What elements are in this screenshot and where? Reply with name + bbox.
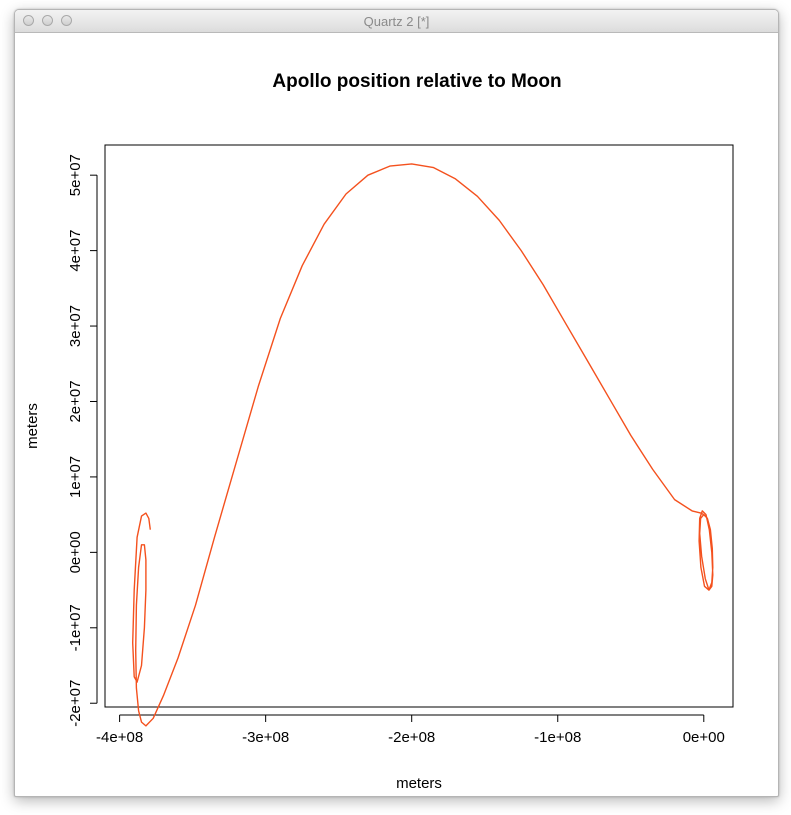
x-axis: -4e+08 -3e+08 -2e+08 -1e+08 0e+00 — [96, 714, 725, 746]
y-tick-label: 4e+07 — [67, 230, 84, 272]
x-tick-label: -4e+08 — [96, 729, 143, 746]
x-tick-label: -1e+08 — [534, 729, 581, 746]
y-tick-label: 1e+07 — [67, 456, 84, 498]
window-title: Quartz 2 [*] — [363, 14, 430, 29]
zoom-window-button[interactable] — [61, 15, 72, 26]
x-axis-label: meters — [396, 775, 442, 792]
window-controls — [23, 15, 72, 26]
close-window-button[interactable] — [23, 15, 34, 26]
x-tick-label: -2e+08 — [388, 729, 435, 746]
trajectory-chart: Apollo position relative to Moon -4e+08-… — [24, 71, 734, 792]
x-tick-label: 0e+00 — [683, 729, 725, 746]
y-tick-label: 5e+07 — [67, 154, 84, 196]
trajectory-line — [132, 163, 714, 727]
y-axis: -2e+07 -1e+07 0e+00 1e+07 2e+07 3e+07 4e+07 5e+… — [67, 154, 98, 727]
y-tick-label: -1e+07 — [67, 604, 84, 651]
window-titlebar[interactable]: Quartz 2 [*] — [15, 10, 778, 33]
plot-frame — [104, 144, 734, 708]
y-tick-label: 3e+07 — [67, 305, 84, 347]
x-tick-label: -3e+08 — [242, 729, 289, 746]
y-tick-label: -2e+07 — [67, 680, 84, 727]
app-window: Quartz 2 [*] Apollo position relative to… — [14, 9, 779, 797]
series-layer — [132, 163, 714, 727]
chart-title: Apollo position relative to Moon — [272, 71, 561, 92]
minimize-window-button[interactable] — [42, 15, 53, 26]
y-tick-label: 2e+07 — [67, 380, 84, 422]
y-axis-label: meters — [24, 403, 41, 449]
plot-area: Apollo position relative to Moon -4e+08-… — [15, 33, 778, 796]
y-tick-label: 0e+00 — [67, 531, 84, 573]
